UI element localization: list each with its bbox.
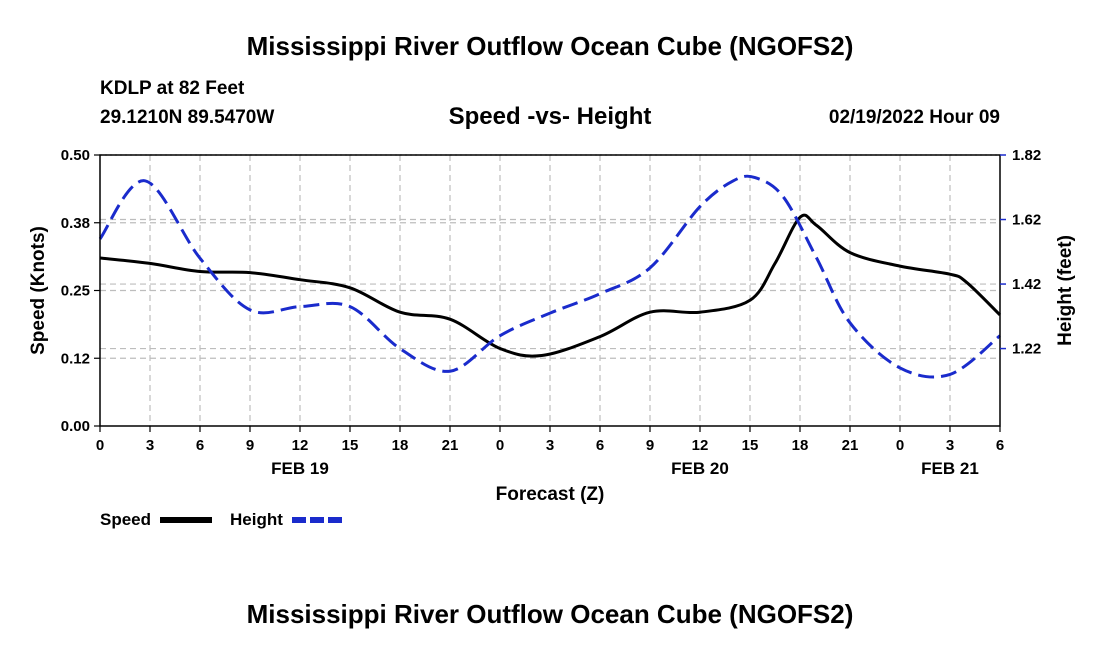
legend-label-speed: Speed [100,510,151,529]
x-tick-label: 3 [946,437,954,454]
y-axis-height: 1.22 1.42 1.62 1.82 [1000,147,1041,358]
x-tick-label: 21 [442,437,459,454]
y2-tick-label: 1.22 [1012,341,1041,358]
y2-tick-label: 1.82 [1012,147,1041,164]
x-date-label: FEB 19 [271,459,329,478]
x-tick-label: 3 [146,437,154,454]
y2-tick-label: 1.42 [1012,276,1041,293]
x-tick-label: 0 [496,437,504,454]
x-axis-label: Forecast (Z) [496,484,605,505]
y-tick-label: 0.00 [61,418,90,435]
x-tick-label: 6 [196,437,204,454]
x-date-label: FEB 21 [921,459,979,478]
x-tick-label: 0 [96,437,104,454]
chart-subtitle: Speed -vs- Height [448,103,652,130]
x-tick-label: 18 [792,437,809,454]
x-tick-label: 9 [646,437,654,454]
y-tick-label: 0.50 [61,147,90,164]
x-tick-label: 18 [392,437,409,454]
legend-label-height: Height [230,510,283,529]
chart-footer-title: Mississippi River Outflow Ocean Cube (NG… [246,599,854,629]
chart-series [98,174,1002,379]
x-tick-label: 6 [996,437,1004,454]
x-tick-label: 9 [246,437,254,454]
chart-grid [100,154,1000,426]
y-tick-label: 0.12 [61,350,90,367]
x-date-label: FEB 20 [671,459,729,478]
y-axis-speed: 0.00 0.12 0.25 0.38 0.50 [61,147,100,435]
chart-main-title: Mississippi River Outflow Ocean Cube (NG… [246,31,854,61]
x-tick-label: 15 [742,437,759,454]
coordinates-label: 29.1210N 89.5470W [100,107,275,128]
y-tick-label: 0.25 [61,283,90,300]
y-tick-label: 0.38 [61,215,90,232]
series-line-speed [99,213,1002,358]
forecast-datetime: 02/19/2022 Hour 09 [828,107,1000,128]
x-tick-label: 15 [342,437,359,454]
station-label: KDLP at 82 Feet [100,78,245,99]
y-axis-height-label: Height (feet) [1055,235,1076,346]
series-line-height [98,174,1001,379]
x-tick-label: 6 [596,437,604,454]
x-tick-label: 3 [546,437,554,454]
x-tick-label: 12 [692,437,709,454]
x-axis: 0 3 6 9 12 15 18 21 0 3 6 9 12 15 18 21 0 3 6 FEB 19 FEB 20 F… [96,426,1004,478]
x-tick-label: 21 [842,437,859,454]
x-tick-label: 12 [292,437,309,454]
chart-legend: Speed Height [100,510,342,529]
y-axis-speed-label: Speed (Knots) [28,226,49,355]
x-tick-label: 0 [896,437,904,454]
y2-tick-label: 1.62 [1012,212,1041,229]
